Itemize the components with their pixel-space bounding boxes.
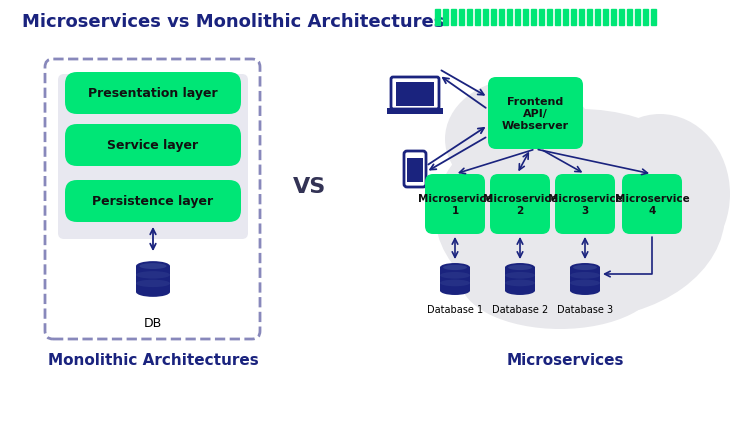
Bar xyxy=(563,10,568,26)
Bar xyxy=(467,10,472,26)
Bar xyxy=(440,268,470,291)
Ellipse shape xyxy=(440,280,470,286)
Ellipse shape xyxy=(136,262,170,271)
Bar xyxy=(555,10,560,26)
Text: Microservice
3: Microservice 3 xyxy=(547,194,623,215)
FancyBboxPatch shape xyxy=(425,174,485,234)
Bar xyxy=(459,10,464,26)
Ellipse shape xyxy=(505,263,535,272)
Ellipse shape xyxy=(136,280,170,287)
Bar xyxy=(571,10,576,26)
Text: Database 2: Database 2 xyxy=(492,304,548,314)
Bar xyxy=(579,10,584,26)
Bar xyxy=(396,83,434,107)
Ellipse shape xyxy=(505,273,535,279)
FancyBboxPatch shape xyxy=(488,78,583,150)
Ellipse shape xyxy=(570,273,600,279)
Text: Database 1: Database 1 xyxy=(427,304,483,314)
Bar xyxy=(587,10,592,26)
Bar xyxy=(619,10,624,26)
Text: Frontend
API/
Webserver: Frontend API/ Webserver xyxy=(502,97,569,130)
Ellipse shape xyxy=(440,273,470,279)
FancyBboxPatch shape xyxy=(65,73,241,115)
Text: VS: VS xyxy=(294,177,327,197)
Text: Microservice
4: Microservice 4 xyxy=(614,194,689,215)
Text: Microservices vs Monolithic Architectures: Microservices vs Monolithic Architecture… xyxy=(22,13,445,31)
Bar xyxy=(387,109,443,115)
Text: Monolithic Architectures: Monolithic Architectures xyxy=(47,352,258,367)
Bar xyxy=(443,10,448,26)
Bar xyxy=(451,10,456,26)
Ellipse shape xyxy=(136,272,170,279)
Ellipse shape xyxy=(590,115,730,274)
Bar xyxy=(505,268,535,291)
Ellipse shape xyxy=(440,263,470,272)
Ellipse shape xyxy=(435,110,725,319)
FancyBboxPatch shape xyxy=(58,75,248,240)
Ellipse shape xyxy=(136,287,170,297)
FancyBboxPatch shape xyxy=(490,174,550,234)
Bar xyxy=(603,10,608,26)
Ellipse shape xyxy=(508,265,532,270)
Bar xyxy=(595,10,600,26)
Text: Database 3: Database 3 xyxy=(557,304,613,314)
FancyBboxPatch shape xyxy=(391,78,439,110)
FancyBboxPatch shape xyxy=(404,151,426,187)
Bar xyxy=(651,10,656,26)
Text: Persistence layer: Persistence layer xyxy=(92,195,213,208)
Bar xyxy=(643,10,648,26)
Bar xyxy=(539,10,544,26)
Ellipse shape xyxy=(570,286,600,295)
Ellipse shape xyxy=(570,263,600,272)
FancyBboxPatch shape xyxy=(555,174,615,234)
Bar xyxy=(483,10,488,26)
Bar xyxy=(499,10,504,26)
Text: Service layer: Service layer xyxy=(107,139,198,152)
Bar xyxy=(635,10,640,26)
Bar xyxy=(523,10,528,26)
Bar xyxy=(627,10,632,26)
Ellipse shape xyxy=(570,280,600,286)
Text: DB: DB xyxy=(144,316,162,329)
FancyBboxPatch shape xyxy=(65,125,241,167)
Ellipse shape xyxy=(443,265,467,270)
Bar xyxy=(547,10,552,26)
FancyBboxPatch shape xyxy=(45,60,260,339)
Text: Presentation layer: Presentation layer xyxy=(88,87,218,100)
Ellipse shape xyxy=(460,230,660,329)
Bar xyxy=(475,10,480,26)
Ellipse shape xyxy=(140,263,167,270)
Bar xyxy=(491,10,496,26)
Bar xyxy=(136,266,170,292)
Bar xyxy=(570,268,600,291)
Bar xyxy=(515,10,520,26)
Text: Microservices: Microservices xyxy=(506,352,624,367)
Ellipse shape xyxy=(505,280,535,286)
Bar xyxy=(531,10,536,26)
Text: Microservice
1: Microservice 1 xyxy=(418,194,493,215)
FancyBboxPatch shape xyxy=(65,181,241,223)
Ellipse shape xyxy=(505,286,535,295)
Ellipse shape xyxy=(573,265,597,270)
Text: Microservice
2: Microservice 2 xyxy=(483,194,557,215)
Ellipse shape xyxy=(445,80,595,200)
Bar xyxy=(407,159,423,183)
Bar xyxy=(507,10,512,26)
FancyBboxPatch shape xyxy=(622,174,682,234)
Bar xyxy=(435,10,440,26)
Bar xyxy=(611,10,616,26)
Ellipse shape xyxy=(440,286,470,295)
